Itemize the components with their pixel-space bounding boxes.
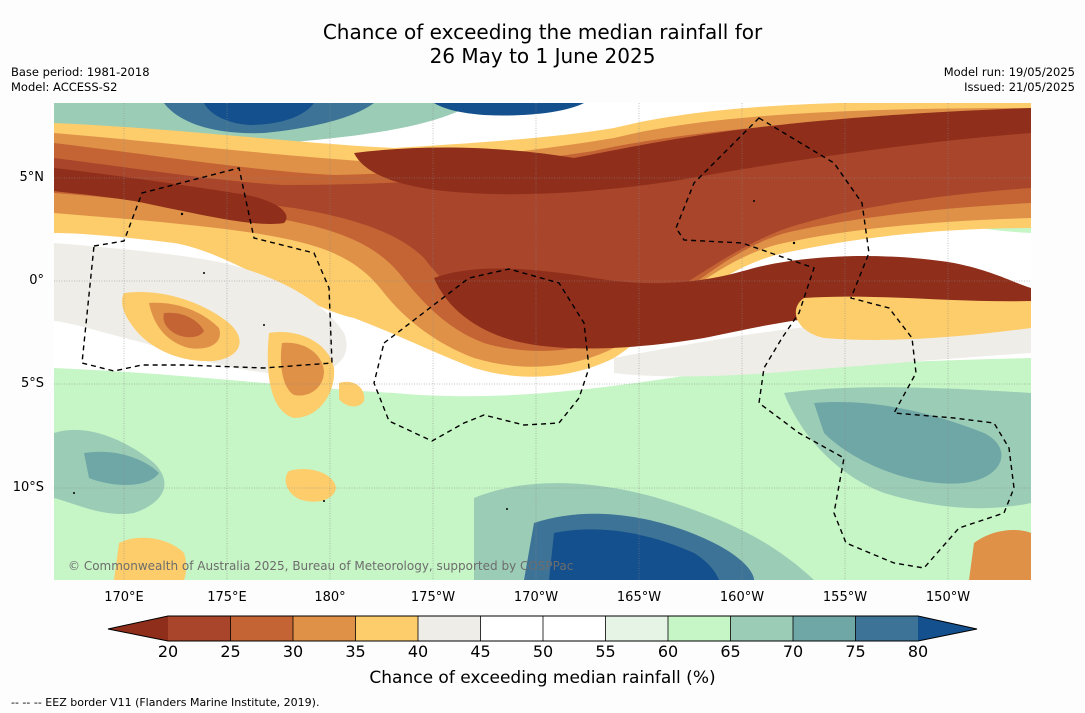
lon-label-165w: 165°W [616, 590, 662, 605]
region-yellow-south-patch [285, 468, 336, 502]
region-darkblue-north [204, 103, 314, 125]
island [203, 272, 205, 274]
eez-borders [81, 117, 1015, 569]
island [263, 324, 265, 326]
island [73, 492, 75, 494]
colorbar [107, 615, 978, 642]
colorbar-tick-65: 65 [720, 642, 741, 661]
region-darkblue-south [549, 529, 719, 580]
copyright-notice: © Commonwealth of Australia 2025, Bureau… [68, 559, 574, 573]
colorbar-segment-55-60 [605, 616, 668, 641]
region-orange-west-2 [280, 342, 324, 396]
meta-right: Model run: 19/05/2025 Issued: 21/05/2025 [944, 65, 1075, 94]
colorbar-tick-80: 80 [907, 642, 929, 661]
rainfall-map [54, 103, 1031, 580]
colorbar-title: Chance of exceeding median rainfall (%) [369, 668, 716, 688]
map-title: Chance of exceeding the median rainfall … [0, 20, 1085, 68]
islands [73, 200, 796, 510]
colorbar-segment-35-40 [355, 616, 418, 641]
island [792, 241, 796, 245]
colorbar-segment-below-20 [108, 616, 168, 641]
lat-label-5n: 5°N [19, 170, 45, 185]
colorbar-tick-70: 70 [782, 642, 804, 661]
title-line-2: 26 May to 1 June 2025 [429, 44, 656, 68]
model-run-date: Model run: 19/05/2025 [943, 65, 1075, 79]
issued-date: Issued: 21/05/2025 [964, 79, 1075, 94]
lon-label-155w: 155°W [822, 590, 868, 605]
colorbar-tick-50: 50 [532, 642, 554, 661]
region-darkblue-north-2 [434, 103, 584, 116]
island [506, 508, 508, 510]
lat-label-0: 0° [29, 273, 44, 288]
lon-label-180: 180° [314, 590, 346, 605]
model-name: Model: ACCESS-S2 [11, 79, 118, 94]
colorbar-tick-25: 25 [220, 642, 241, 661]
colorbar-segment-above-80 [918, 616, 977, 641]
colorbar-tick-20: 20 [157, 642, 179, 661]
meta-left: Base period: 1981-2018 Model: ACCESS-S2 [11, 65, 150, 94]
lon-label-175w: 175°W [410, 590, 456, 605]
region-brown-band [54, 123, 1031, 327]
eez-border-kiribati-gilbert [81, 167, 333, 372]
colorbar-tick-75: 75 [845, 642, 866, 661]
colorbar-segment-45-50 [480, 616, 543, 641]
graticule [54, 103, 1031, 580]
colorbar-tick-60: 60 [657, 642, 679, 661]
island [753, 200, 755, 202]
region-orange-southeast [969, 530, 1031, 580]
region-yellow-patch-2 [339, 381, 365, 407]
lon-label-150w: 150°W [925, 590, 971, 605]
island [180, 212, 184, 216]
colorbar-segment-70-75 [793, 616, 856, 641]
colorbar-outline [107, 615, 978, 642]
colorbar-tick-40: 40 [407, 642, 429, 661]
colorbar-segment-50-55 [543, 616, 606, 641]
lat-label-10s: 10°S [12, 480, 44, 495]
base-period: Base period: 1981-2018 [11, 65, 150, 79]
eez-border-kiribati-phoenix [373, 268, 590, 442]
region-darkbrown-band-north [354, 108, 1031, 195]
lon-label-175e: 175°E [207, 590, 247, 605]
colorbar-tick-45: 45 [470, 642, 491, 661]
lon-label-160w: 160°W [719, 590, 765, 605]
colorbar-segment-25-30 [230, 616, 293, 641]
colorbar-segment-40-45 [418, 616, 481, 641]
lat-label-5s: 5°S [20, 376, 44, 391]
colorbar-segment-20-25 [168, 616, 231, 641]
colorbar-segment-60-65 [668, 616, 731, 641]
colorbar-tick-30: 30 [282, 642, 304, 661]
region-darkbrown-band-central [434, 256, 1031, 349]
lon-label-170w: 170°W [513, 590, 559, 605]
colorbar-dividers [230, 616, 856, 641]
lon-label-170e: 170°E [104, 590, 144, 605]
eez-border-kiribati-line [675, 117, 1015, 569]
rainfall-map-svg [54, 103, 1031, 580]
island [323, 500, 325, 502]
title-line-1: Chance of exceeding the median rainfall … [322, 20, 763, 44]
colorbar-tick-35: 35 [345, 642, 366, 661]
region-seagreen-southeast [814, 402, 1002, 484]
colorbar-tick-55: 55 [595, 642, 616, 661]
region-brown-west [163, 312, 204, 338]
region-teal-southwest-2 [84, 451, 159, 485]
region-yellow-southwest [114, 537, 187, 580]
eez-footnote: -- -- -- EEZ border V11 (Flanders Marine… [11, 696, 320, 709]
region-darkbrown-band-west [54, 168, 287, 224]
colorbar-segment-30-35 [293, 616, 356, 641]
colorbar-segment-75-80 [855, 616, 918, 641]
region-yellow-east [795, 296, 1031, 340]
colorbar-segment-65-70 [730, 616, 793, 641]
